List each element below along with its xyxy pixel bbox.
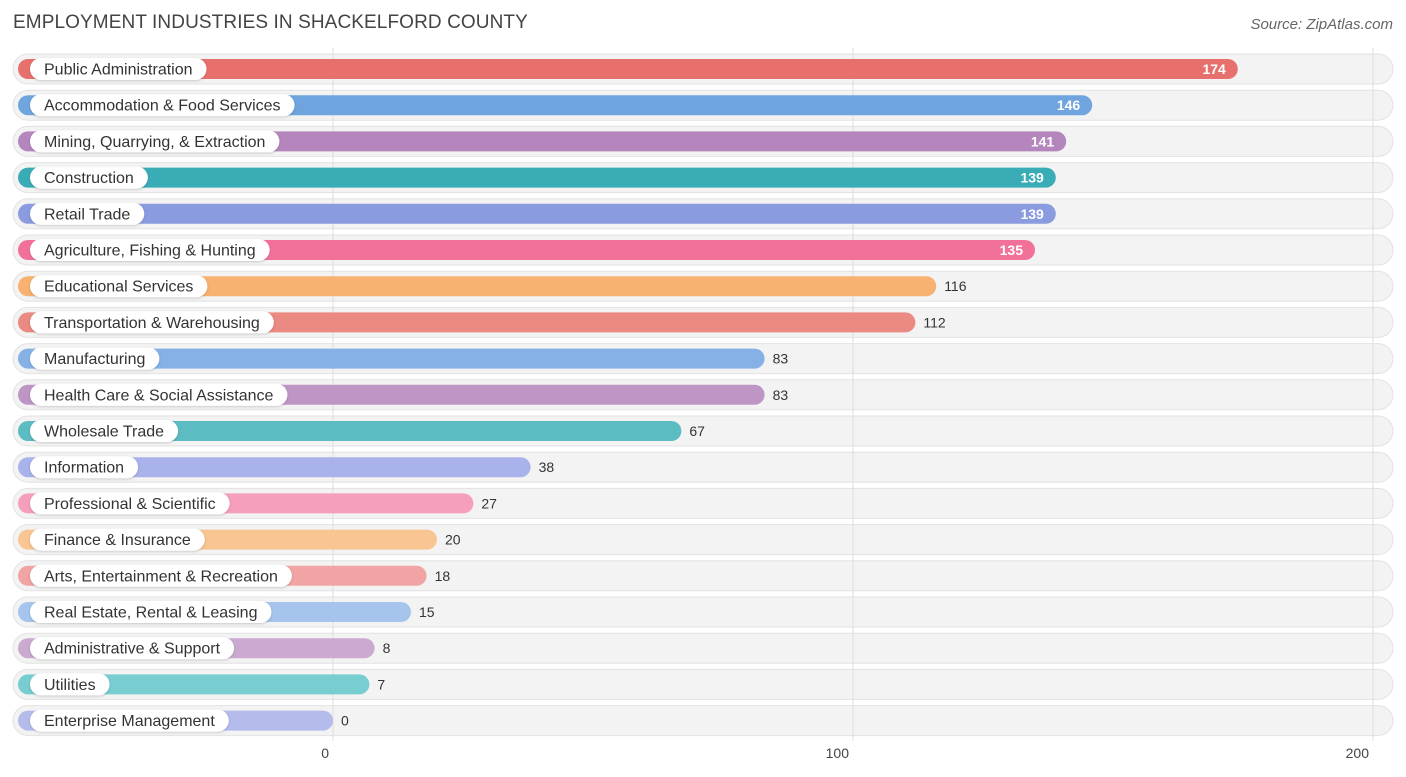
bar-3	[18, 167, 1056, 188]
x-tick-label: 100	[826, 745, 850, 761]
category-label: Wholesale Trade	[44, 424, 164, 441]
value-label: 8	[383, 640, 391, 656]
bar-2	[18, 131, 1067, 152]
category-label: Health Care & Social Assistance	[44, 387, 274, 404]
category-label: Construction	[44, 170, 134, 187]
bar-11	[18, 457, 531, 478]
bar-track	[12, 705, 1394, 737]
chart-title: EMPLOYMENT INDUSTRIES IN SHACKELFORD COU…	[13, 12, 528, 33]
value-label: 83	[773, 387, 789, 403]
bar-8	[18, 348, 765, 369]
category-label: Professional & Scientific	[44, 496, 216, 513]
category-label: Manufacturing	[44, 351, 145, 368]
category-label: Public Administration	[44, 62, 193, 79]
category-label-pill	[30, 94, 295, 117]
bar-10	[18, 421, 682, 441]
value-label: 116	[944, 278, 967, 294]
value-label: 139	[1020, 206, 1044, 222]
category-label: Retail Trade	[44, 206, 130, 223]
category-label: Accommodation & Food Services	[44, 98, 281, 115]
category-label: Educational Services	[44, 279, 193, 296]
value-label: 7	[377, 676, 385, 692]
category-label: Information	[44, 460, 124, 477]
value-label: 67	[689, 423, 705, 439]
value-label: 146	[1057, 97, 1081, 113]
category-label-pill	[30, 347, 160, 370]
value-label: 38	[539, 459, 555, 475]
x-tick-label: 200	[1346, 745, 1370, 761]
category-label: Finance & Insurance	[44, 532, 191, 549]
category-label: Arts, Entertainment & Recreation	[44, 568, 278, 585]
category-label-pill	[30, 637, 235, 660]
category-label-pill	[30, 492, 230, 515]
bar-4	[18, 203, 1056, 224]
category-label-pill	[30, 239, 270, 261]
category-label: Administrative & Support	[44, 641, 221, 658]
value-label: 141	[1031, 133, 1055, 149]
category-label-pill	[30, 311, 274, 334]
value-label: 0	[341, 713, 349, 729]
x-tick-label: 0	[321, 745, 329, 761]
category-label: Enterprise Management	[44, 713, 215, 730]
value-label: 112	[923, 314, 946, 330]
category-label-pill	[30, 673, 110, 696]
value-label: 20	[445, 532, 461, 548]
category-label-pill	[30, 202, 145, 225]
category-label-pill	[30, 456, 139, 479]
value-label: 27	[481, 495, 497, 511]
category-label-pill	[30, 58, 207, 80]
value-label: 18	[435, 568, 451, 584]
category-label-pill	[30, 709, 229, 732]
value-label: 83	[773, 351, 789, 367]
category-label-pill	[30, 564, 292, 587]
chart-source: Source: ZipAtlas.com	[1250, 16, 1393, 33]
value-label: 15	[419, 604, 435, 620]
category-label: Real Estate, Rental & Leasing	[44, 605, 257, 622]
bar-5	[18, 240, 1035, 260]
category-label-pill	[30, 383, 288, 406]
category-label-pill	[30, 601, 272, 623]
category-label-pill	[30, 166, 148, 189]
category-label: Mining, Quarrying, & Extraction	[44, 134, 265, 151]
category-label-pill	[30, 130, 280, 153]
bar-6	[18, 276, 937, 297]
value-label: 135	[1000, 242, 1024, 258]
category-label-pill	[30, 275, 208, 298]
category-label: Transportation & Warehousing	[44, 315, 260, 332]
category-label-pill	[30, 420, 179, 442]
category-label: Utilities	[44, 677, 96, 694]
value-label: 174	[1202, 61, 1226, 77]
value-label: 139	[1020, 170, 1044, 186]
category-label-pill	[30, 528, 205, 551]
category-label: Agriculture, Fishing & Hunting	[44, 243, 256, 260]
bar-0	[18, 59, 1238, 79]
